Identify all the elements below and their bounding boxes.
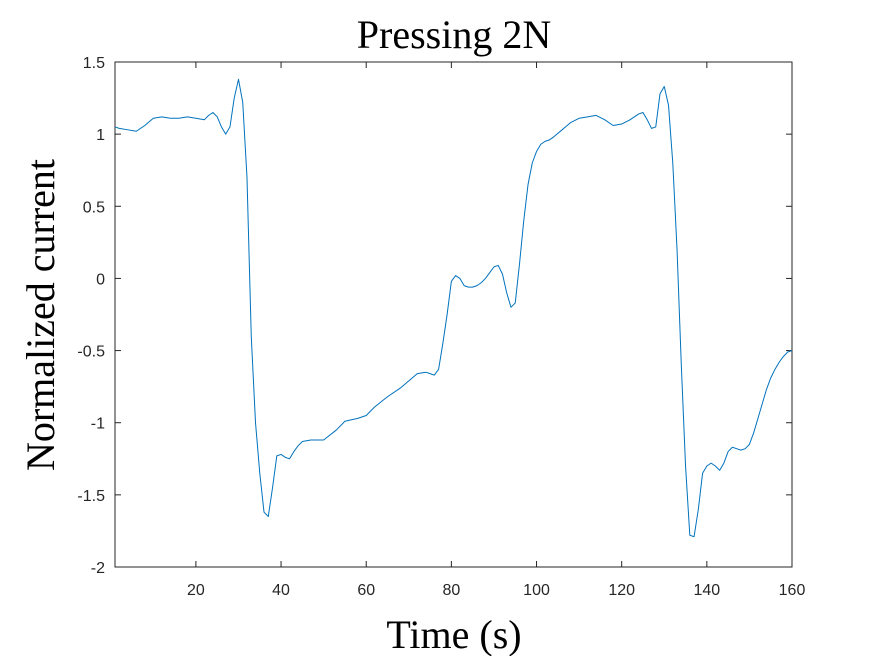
y-tick-label: -2 — [91, 560, 105, 577]
x-tick-label: 100 — [523, 582, 550, 599]
x-axis: 20 40 60 80 100 120 140 160 — [187, 62, 805, 599]
y-tick-label: 1.5 — [83, 55, 105, 72]
chart-title: Pressing 2N — [357, 12, 551, 57]
x-tick-label: 20 — [187, 582, 205, 599]
series-layer — [114, 78, 793, 538]
y-axis: -2 -1.5 -1 -0.5 0 0.5 1 1.5 — [77, 55, 792, 577]
y-axis-label: Normalized current — [18, 159, 63, 471]
x-tick-label: 60 — [357, 582, 375, 599]
y-tick-label: -1 — [91, 416, 105, 433]
axes-box — [114, 61, 793, 568]
y-tick-label: 0 — [96, 271, 105, 288]
plot-area: -2 -1.5 -1 -0.5 0 0.5 1 1.5 20 40 60 80 100 120 140 16… — [77, 55, 805, 599]
y-tick-label: 1 — [96, 127, 105, 144]
series-line — [114, 78, 793, 538]
x-tick-label: 80 — [442, 582, 460, 599]
x-tick-label: 140 — [693, 582, 720, 599]
y-tick-label: 0.5 — [83, 199, 105, 216]
y-tick-label: -0.5 — [77, 344, 105, 361]
x-tick-label: 160 — [779, 582, 806, 599]
x-tick-label: 120 — [608, 582, 635, 599]
x-tick-label: 40 — [272, 582, 290, 599]
y-tick-label: -1.5 — [77, 488, 105, 505]
x-axis-label: Time (s) — [386, 612, 521, 656]
